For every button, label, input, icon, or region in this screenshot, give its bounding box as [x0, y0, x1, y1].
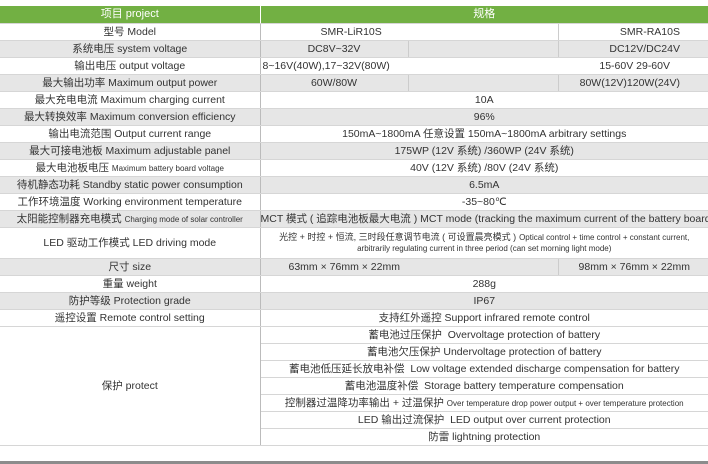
table-row: 最大电池板电压 Maximum battery board voltage 40V… — [0, 159, 708, 177]
table-row: 防护等级 Protection grade IP67 — [0, 292, 708, 310]
item-en: Low voltage extended discharge compensat… — [410, 362, 680, 375]
value-cn: 光控 + 时控 + 恒流, 三时段任意调节电流 ( 可设置晨亮模式 ) — [279, 232, 517, 242]
row-label: LED 驱动工作模式 LED driving mode — [0, 227, 261, 259]
row-value: 288g — [260, 275, 708, 293]
table-row: 最大可接电池板 Maximum adjustable panel 175WP (1… — [0, 142, 708, 160]
protect-label: 保护 protect — [0, 326, 261, 446]
table-row: 待机静态功耗 Standby static power consumption 6… — [0, 176, 708, 194]
item-en: Undervoltage protection of battery — [443, 345, 602, 358]
item-en: LED output over current protection — [450, 413, 611, 426]
header-spec: 规格 — [260, 6, 708, 24]
value-b: DC12V/DC24V — [558, 40, 708, 58]
value-a: SMR-LiR10S — [260, 23, 559, 41]
row-label: 重量 weight — [0, 275, 261, 293]
protect-item: 蓄电池温度补偿 Storage battery temperature comp… — [260, 377, 708, 395]
row-value: 96% — [260, 108, 708, 126]
item-en: lightning protection — [452, 430, 541, 443]
row-label: 工作环境温度 Working environment temperature — [0, 193, 261, 211]
table-row: 蓄电池欠压保护 Undervoltage protection of batte… — [0, 343, 708, 361]
item-cn: 蓄电池欠压保护 — [366, 345, 441, 358]
row-value: IP67 — [260, 292, 708, 310]
table-row: 最大输出功率 Maximum output power 60W/80W 80W(12… — [0, 74, 708, 92]
label-cn: 太阳能控制器充电模式 — [16, 212, 122, 225]
table-row: 防雷 lightning protection — [0, 428, 708, 446]
table-row: 蓄电池温度补偿 Storage battery temperature comp… — [0, 377, 708, 395]
row-label: 输出电流范围 Output current range — [0, 125, 261, 143]
protect-item: 控制器过温降功率输出 + 过温保护 Over temperature drop … — [260, 394, 708, 412]
row-value: 6.5mA — [260, 176, 708, 194]
row-value: 支持红外遥控 Support infrared remote control — [260, 309, 708, 327]
table-row: 最大转换效率 Maximum conversion efficiency 96% — [0, 108, 708, 126]
table-row: 工作环境温度 Working environment temperature -3… — [0, 193, 708, 211]
table-row: 系统电压 system voltage DC8V~32V DC12V/DC24V — [0, 40, 708, 58]
label-cn: 最大电池板电压 — [35, 161, 110, 174]
row-label: 型号 Model — [0, 23, 261, 41]
item-cn: 蓄电池过压保护 — [368, 328, 442, 341]
table-row: 遥控设置 Remote control setting 支持红外遥控 Suppor… — [0, 309, 708, 327]
table-row: 输出电压 output voltage 8~16V(40W),17~32V(80W… — [0, 57, 708, 75]
protect-item: 防雷 lightning protection — [260, 428, 708, 446]
row-value: 40V (12V 系统) /80V (24V 系统) — [260, 159, 708, 177]
row-label: 系统电压 system voltage — [0, 40, 261, 58]
value-b: 80W(12V)120W(24V) — [558, 74, 708, 92]
row-label: 太阳能控制器充电模式 Charging mode of solar contro… — [0, 210, 261, 228]
protect-item: LED 输出过流保护 LED output over current prote… — [260, 411, 708, 429]
item-cn: 蓄电池低压延长放电补偿 — [289, 362, 405, 375]
value-en: Optical control + time control + constan… — [357, 233, 690, 253]
header-project: 项目 project — [0, 6, 261, 24]
row-label: 防护等级 Protection grade — [0, 292, 261, 310]
row-value: MCT 模式 ( 追踪电池板最大电流 ) MCT mode (tracking … — [260, 210, 708, 228]
value-a: 8~16V(40W),17~32V(80W) — [260, 57, 558, 75]
item-en: Over temperature drop power output + ove… — [446, 398, 684, 408]
row-value: 10A — [260, 91, 708, 109]
row-label: 遥控设置 Remote control setting — [0, 309, 261, 327]
value-a: DC8V~32V — [260, 40, 409, 58]
item-cn: 防雷 — [428, 430, 450, 443]
spec-table: 项目 project 规格 型号 Model SMR-LiR10S SMR-RA10… — [0, 6, 708, 446]
protect-item: 蓄电池欠压保护 Undervoltage protection of batte… — [260, 343, 708, 361]
row-label: 最大可接电池板 Maximum adjustable panel — [0, 142, 261, 160]
protect-item: 蓄电池过压保护 Overvoltage protection of batter… — [260, 326, 708, 344]
table-row: LED 驱动工作模式 LED driving mode 光控 + 时控 + 恒流,… — [0, 227, 708, 259]
table-row: LED 输出过流保护 LED output over current prote… — [0, 411, 708, 429]
table-row: 控制器过温降功率输出 + 过温保护 Over temperature drop … — [0, 394, 708, 412]
value-b: 98mm × 76mm × 22mm — [558, 258, 708, 276]
table-row: 重量 weight 288g — [0, 275, 708, 293]
label-en: Charging mode of solar controller — [124, 214, 243, 224]
item-en: Storage battery temperature compensation — [424, 379, 624, 392]
label-en: Maximum battery board voltage — [111, 163, 224, 173]
row-label: 输出电压 output voltage — [0, 57, 261, 75]
protect-item: 蓄电池低压延长放电补偿 Low voltage extended dischar… — [260, 360, 708, 378]
value-b: SMR-RA10S — [558, 23, 708, 41]
table-row: 型号 Model SMR-LiR10S SMR-RA10S — [0, 23, 708, 41]
row-label: 最大电池板电压 Maximum battery board voltage — [0, 159, 261, 177]
bottom-divider — [0, 461, 708, 464]
value-b: 15-60V 29-60V — [558, 57, 708, 75]
row-label: 最大输出功率 Maximum output power — [0, 74, 261, 92]
row-value: 光控 + 时控 + 恒流, 三时段任意调节电流 ( 可设置晨亮模式 ) Opti… — [260, 227, 708, 259]
value-a: 63mm × 76mm × 22mm — [260, 258, 559, 276]
table-header: 项目 project 规格 — [0, 6, 708, 24]
table-row: 输出电流范围 Output current range 150mA~1800mA … — [0, 125, 708, 143]
table-row: 最大充电电流 Maximum charging current 10A — [0, 91, 708, 109]
row-label: 尺寸 size — [0, 258, 261, 276]
table-row: 保护 protect 蓄电池过压保护 Overvoltage protection… — [0, 326, 708, 446]
value-a: 60W/80W — [260, 74, 409, 92]
table-row: 蓄电池低压延长放电补偿 Low voltage extended dischar… — [0, 360, 708, 378]
row-label: 最大充电电流 Maximum charging current — [0, 91, 261, 109]
row-label: 待机静态功耗 Standby static power consumption — [0, 176, 261, 194]
table-row: 尺寸 size 63mm × 76mm × 22mm 98mm × 76mm × 2… — [0, 258, 708, 276]
item-cn: 蓄电池温度补偿 — [344, 379, 419, 392]
row-value: 175WP (12V 系统) /360WP (24V 系统) — [260, 142, 708, 160]
row-value: 150mA~1800mA 任意设置 150mA~1800mA arbitrary… — [260, 125, 708, 143]
item-cn: 控制器过温降功率输出 + 过温保护 — [284, 396, 444, 409]
row-value: -35~80℃ — [260, 193, 708, 211]
table-row: 太阳能控制器充电模式 Charging mode of solar contro… — [0, 210, 708, 228]
row-label: 最大转换效率 Maximum conversion efficiency — [0, 108, 261, 126]
item-en: Overvoltage protection of battery — [447, 328, 601, 341]
item-cn: LED 输出过流保护 — [357, 413, 445, 426]
